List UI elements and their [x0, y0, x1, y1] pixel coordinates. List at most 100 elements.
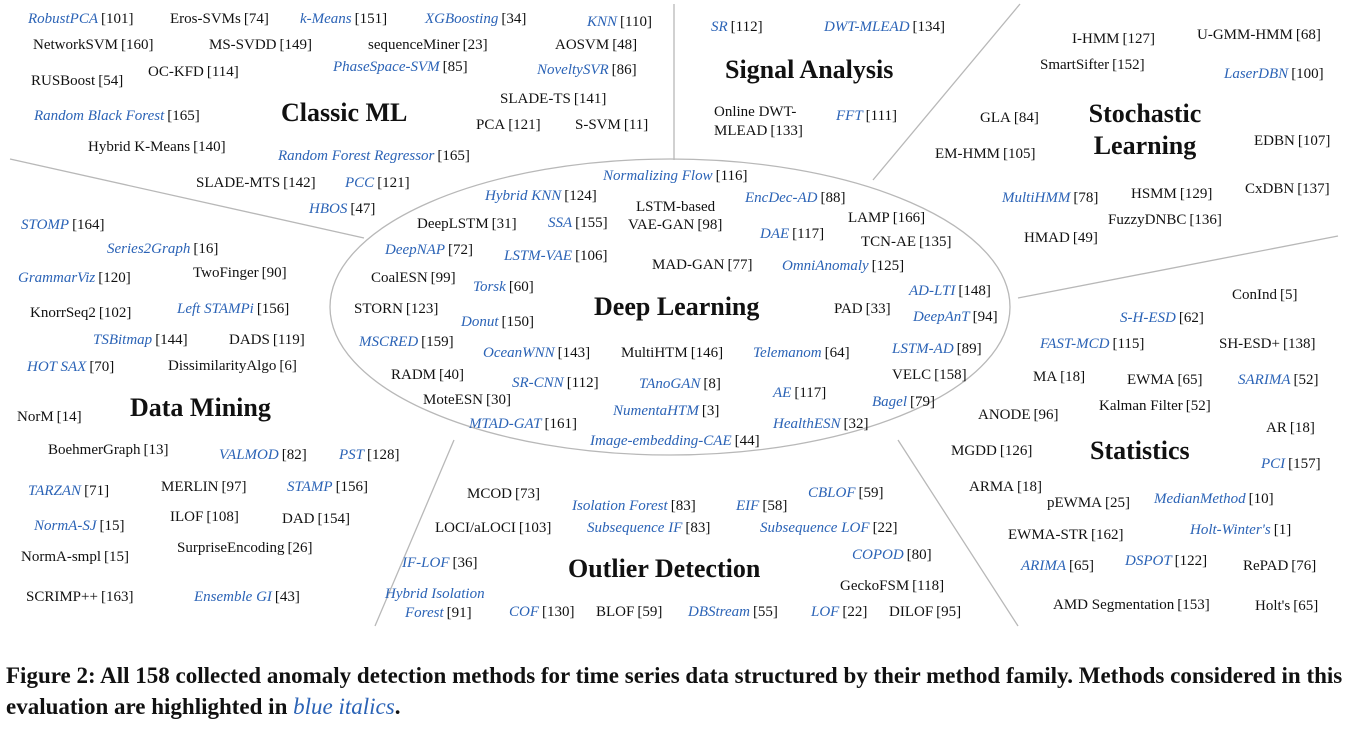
method-label: EM-HMM [105] — [935, 145, 1036, 164]
method-label: SR-CNN [112] — [512, 374, 599, 393]
method-label: PAD [33] — [834, 300, 891, 319]
method-reference: [14] — [56, 409, 82, 425]
method-name: EWMA — [1127, 372, 1175, 388]
method-name: EncDec-AD — [745, 190, 818, 206]
method-label: Left STAMPi [156] — [177, 300, 289, 319]
method-reference: [54] — [98, 73, 124, 89]
method-name: MERLIN — [161, 479, 219, 495]
method-reference: [98] — [697, 217, 723, 233]
caption-end: . — [394, 694, 401, 719]
method-label: SSA [155] — [548, 214, 608, 233]
method-reference: [158] — [934, 367, 967, 383]
method-label: EIF [58] — [736, 497, 787, 516]
method-label: Eros-SVMs [74] — [170, 10, 269, 29]
method-label: Series2Graph [16] — [107, 240, 218, 259]
method-name: HBOS — [309, 201, 348, 217]
method-reference: [72] — [447, 242, 473, 258]
method-name: NormA-smpl — [21, 549, 101, 565]
method-reference: [89] — [956, 341, 982, 357]
method-label: MA [18] — [1033, 368, 1085, 387]
method-label: ConInd [5] — [1232, 286, 1298, 305]
method-reference: [83] — [670, 498, 696, 514]
method-label: RADM [40] — [391, 366, 464, 385]
method-name: Forest — [405, 605, 444, 621]
method-reference: [70] — [89, 359, 115, 375]
method-label: DWT-MLEAD [134] — [824, 18, 945, 37]
method-label: DeepNAP [72] — [385, 241, 473, 260]
method-reference: [97] — [221, 479, 247, 495]
method-label: SLADE-TS [141] — [500, 90, 606, 109]
method-label: KNN [110] — [587, 13, 652, 32]
method-reference: [77] — [727, 257, 753, 273]
method-name: Bagel — [872, 394, 907, 410]
method-reference: [82] — [281, 447, 307, 463]
method-label: VELC [158] — [892, 366, 967, 385]
method-reference: [6] — [279, 358, 297, 374]
method-label: NumentaHTM [3] — [613, 402, 719, 421]
divider-stochastic-statistics — [1017, 235, 1339, 299]
method-reference: [99] — [430, 270, 456, 286]
method-label: DBStream [55] — [688, 603, 778, 622]
method-label: ARMA [18] — [969, 478, 1042, 497]
method-reference: [119] — [272, 332, 305, 348]
method-reference: [59] — [858, 485, 884, 501]
method-name: DADS — [229, 332, 270, 348]
method-reference: [16] — [193, 241, 219, 257]
method-name: DAE — [760, 226, 790, 242]
method-name: CoalESN — [371, 270, 428, 286]
method-name: OceanWNN — [483, 345, 555, 361]
method-name: RePAD — [1243, 558, 1289, 574]
method-name: LaserDBN — [1224, 66, 1289, 82]
method-name: TAnoGAN — [639, 376, 701, 392]
method-label: Normalizing Flow [116] — [603, 167, 748, 186]
method-label: CBLOF [59] — [808, 484, 884, 503]
method-label: DissimilarityAlgo [6] — [168, 357, 297, 376]
method-label: EWMA-STR [162] — [1008, 526, 1124, 545]
divider-statistics-outlier — [897, 439, 1019, 627]
method-reference: [162] — [1091, 527, 1124, 543]
method-reference: [155] — [575, 215, 608, 231]
method-label: SurpriseEncoding [26] — [177, 539, 312, 558]
method-name: MTAD-GAT — [469, 416, 542, 432]
method-label: SCRIMP++ [163] — [26, 588, 133, 607]
method-reference: [40] — [439, 367, 465, 383]
method-name: MA — [1033, 369, 1058, 385]
method-reference: [34] — [501, 11, 527, 27]
method-label: AOSVM [48] — [555, 36, 637, 55]
method-reference: [136] — [1189, 212, 1222, 228]
method-reference: [85] — [442, 59, 468, 75]
category-data-mining: Data Mining — [130, 393, 271, 422]
method-reference: [73] — [515, 486, 541, 502]
method-label: SARIMA [52] — [1238, 371, 1318, 390]
method-name: MedianMethod — [1154, 491, 1246, 507]
method-name: CxDBN — [1245, 181, 1295, 197]
method-name: Hybrid Isolation — [385, 586, 485, 602]
method-reference: [141] — [573, 91, 607, 107]
method-label: NormA-smpl [15] — [21, 548, 129, 567]
method-label: LOCI/aLOCI [103] — [435, 519, 551, 538]
method-name: MLEAD — [714, 123, 768, 139]
method-name: LOF — [811, 604, 840, 620]
method-name: OmniAnomaly — [782, 258, 869, 274]
method-label: Isolation Forest [83] — [572, 497, 696, 516]
method-label: VAE-GAN [98] — [628, 216, 722, 235]
method-label: Subsequence IF [83] — [587, 519, 710, 538]
method-label: XGBoosting [34] — [425, 10, 526, 29]
method-label: Holt-Winter's [1] — [1190, 521, 1291, 540]
method-reference: [43] — [274, 589, 300, 605]
method-name: STAMP — [287, 479, 333, 495]
method-name: PCA — [476, 117, 506, 133]
method-name: GeckoFSM — [840, 578, 910, 594]
method-label: DADS [119] — [229, 331, 305, 350]
method-name: DeepAnT — [913, 309, 970, 325]
method-label: GLA [84] — [980, 109, 1039, 128]
method-label: CxDBN [137] — [1245, 180, 1330, 199]
method-name: RUSBoost — [31, 73, 96, 89]
method-name: PhaseSpace-SVM — [333, 59, 440, 75]
method-name: SR-CNN — [512, 375, 564, 391]
method-label: MSCRED [159] — [359, 333, 454, 352]
method-reference: [8] — [703, 376, 721, 392]
method-reference: [146] — [690, 345, 724, 361]
method-reference: [94] — [972, 309, 998, 325]
method-reference: [23] — [462, 37, 488, 53]
